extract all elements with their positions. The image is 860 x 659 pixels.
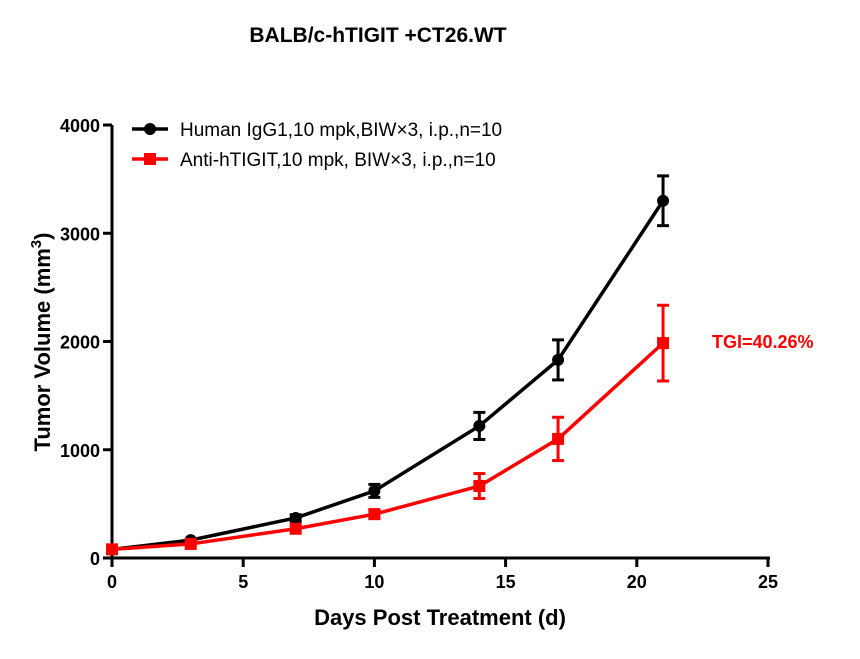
y-tick-label: 1000	[60, 441, 100, 461]
data-point	[552, 353, 565, 366]
x-axis-label: Days Post Treatment (d)	[314, 605, 566, 630]
chart-title: BALB/c-hTIGIT +CT26.WT	[249, 24, 506, 47]
data-point	[368, 508, 381, 521]
tgi-annotation: TGI=40.26%	[712, 332, 814, 352]
y-axis-label-close: )	[30, 233, 55, 240]
y-tick-label: 3000	[60, 224, 100, 244]
x-tick-label: 20	[627, 572, 647, 592]
data-point	[289, 522, 302, 535]
x-tick-label: 0	[107, 572, 117, 592]
x-tick-label: 15	[496, 572, 516, 592]
y-tick-label: 4000	[60, 116, 100, 136]
legend-label: Human IgG1,10 mpk,BIW×3, i.p.,n=10	[180, 120, 502, 141]
data-point	[289, 511, 302, 524]
data-point	[106, 543, 118, 556]
x-tick-label: 5	[238, 572, 248, 592]
legend-marker	[144, 153, 156, 165]
series-line	[111, 199, 665, 552]
y-tick-label: 2000	[60, 333, 100, 353]
y-tick-label: 0	[90, 549, 100, 569]
data-point	[368, 484, 381, 497]
data-point	[184, 537, 197, 550]
legend-marker	[144, 123, 156, 135]
data-point	[552, 432, 565, 445]
data-point	[473, 419, 486, 432]
legend-label: Anti-hTIGIT,10 mpk, BIW×3, i.p.,n=10	[180, 150, 496, 171]
data-point	[657, 194, 670, 207]
data-point	[473, 480, 486, 493]
x-tick-label: 25	[758, 572, 778, 592]
y-axis-label-sup: 3	[28, 240, 45, 248]
y-axis-label-main: Tumor Volume (mm	[30, 248, 55, 451]
series-line	[111, 341, 665, 552]
data-point	[657, 337, 670, 350]
x-tick-label: 10	[364, 572, 384, 592]
y-axis-label: Tumor Volume (mm3)	[28, 233, 55, 452]
